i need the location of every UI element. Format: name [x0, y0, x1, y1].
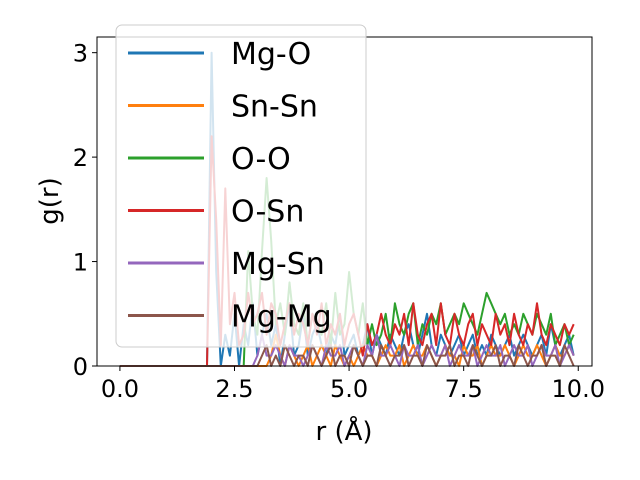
legend-label-mg-o: Mg-O — [231, 37, 311, 72]
x-tick-label: 10.0 — [552, 375, 605, 403]
legend-label-o-o: O-O — [231, 142, 291, 177]
y-tick-label: 3 — [73, 40, 88, 68]
legend: Mg-O Sn-Sn O-O O-Sn Mg-Sn Mg-Mg — [115, 24, 367, 348]
x-tick-label: 0.0 — [101, 375, 139, 403]
x-tick-label: 2.5 — [215, 375, 253, 403]
legend-label-sn-sn: Sn-Sn — [231, 90, 318, 125]
x-axis-label: r (Å) — [315, 415, 372, 447]
legend-label-mg-mg: Mg-Mg — [231, 300, 332, 335]
x-tick-label: 5.0 — [330, 375, 368, 403]
legend-label-o-sn: O-Sn — [231, 195, 304, 230]
legend-label-mg-sn: Mg-Sn — [231, 247, 325, 282]
y-tick-label: 0 — [73, 353, 88, 381]
x-tick-label: 7.5 — [445, 375, 483, 403]
y-axis-label: g(r) — [35, 177, 65, 224]
y-tick-label: 2 — [73, 144, 88, 172]
x-axis: 0.0 2.5 5.0 7.5 10.0 — [101, 366, 605, 403]
y-axis: 0 1 2 3 — [73, 40, 97, 381]
y-tick-label: 1 — [73, 249, 88, 277]
